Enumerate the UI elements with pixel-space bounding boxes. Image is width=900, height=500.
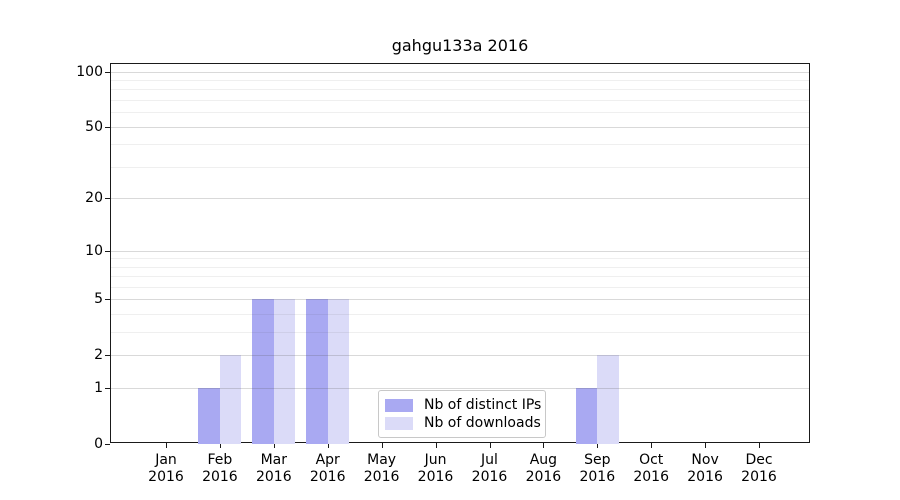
y-tick-label: 20 [85, 190, 103, 207]
y-tick-mark [105, 299, 110, 301]
x-tick-label: Jan 2016 [148, 452, 184, 485]
bar [273, 299, 296, 444]
x-tick-mark [166, 443, 167, 448]
gridline [111, 144, 809, 146]
y-tick-label: 10 [85, 242, 103, 259]
gridline [111, 89, 809, 91]
bar [306, 299, 328, 444]
gridline [111, 126, 809, 128]
gridline [111, 258, 809, 260]
legend-item: Nb of downloads [385, 414, 541, 432]
bar [575, 388, 598, 444]
gridline [111, 299, 809, 301]
gridline [111, 198, 809, 200]
x-tick-label: May 2016 [363, 452, 400, 485]
bar [327, 299, 350, 444]
bar [219, 355, 242, 444]
x-tick-label: Jun 2016 [417, 452, 454, 485]
x-tick-mark [435, 443, 437, 448]
legend-swatch-downloads [385, 416, 413, 430]
legend-label: Nb of distinct IPs [424, 397, 542, 413]
y-tick-label: 100 [76, 63, 103, 80]
y-tick-mark [105, 198, 110, 200]
legend-swatch-distinct-ips [385, 398, 413, 412]
x-tick-mark [219, 443, 221, 448]
y-tick-mark [105, 388, 110, 390]
x-tick-label: Apr 2016 [309, 452, 346, 485]
legend-item: Nb of distinct IPs [385, 396, 541, 414]
gridline [111, 250, 809, 252]
bar [252, 299, 274, 444]
bar [198, 388, 220, 444]
gridline [111, 332, 809, 334]
x-tick-mark [651, 443, 653, 448]
gridline [111, 71, 809, 73]
gridline [111, 112, 809, 114]
y-tick-label: 50 [85, 118, 103, 135]
gridline [111, 80, 809, 81]
x-tick-mark [327, 443, 329, 448]
gridline [111, 276, 809, 278]
x-tick-mark [597, 443, 599, 448]
bar [597, 355, 619, 444]
x-tick-label: Aug 2016 [525, 452, 562, 485]
y-tick-mark [105, 71, 110, 73]
gridline [111, 287, 809, 288]
x-tick-mark [543, 443, 545, 448]
x-tick-mark [273, 443, 275, 448]
gridline [111, 100, 809, 102]
gridline [111, 355, 809, 357]
x-tick-label: Sep 2016 [579, 452, 616, 485]
y-tick-mark [105, 444, 110, 445]
x-tick-label: Nov 2016 [687, 452, 723, 485]
x-tick-mark [759, 443, 760, 448]
chart-title: gahgu133a 2016 [391, 36, 529, 55]
y-tick-mark [105, 250, 110, 252]
gridline [111, 388, 809, 390]
x-tick-label: Mar 2016 [255, 452, 292, 485]
y-tick-label: 2 [94, 347, 103, 364]
y-tick-label: 1 [94, 380, 103, 397]
legend: Nb of distinct IPs Nb of downloads [378, 390, 546, 438]
x-tick-mark [489, 443, 491, 448]
legend-label: Nb of downloads [424, 415, 541, 431]
y-tick-label: 0 [94, 436, 103, 452]
y-tick-mark [105, 355, 110, 357]
y-tick-label: 5 [94, 291, 103, 308]
x-tick-mark [705, 443, 707, 448]
x-tick-label: Jul 2016 [471, 452, 508, 485]
gridline [111, 266, 809, 268]
x-tick-label: Oct 2016 [633, 452, 669, 485]
x-tick-label: Dec 2016 [741, 452, 777, 485]
x-tick-label: Feb 2016 [202, 452, 238, 485]
x-tick-mark [381, 443, 383, 448]
y-tick-mark [105, 126, 110, 128]
gridline [111, 314, 809, 316]
plot-area: 0 1 2 5 10 20 50 100 Jan 2016 Feb 2016 Mar 2016 Apr 20… [76, 63, 810, 485]
gridline [111, 166, 809, 168]
